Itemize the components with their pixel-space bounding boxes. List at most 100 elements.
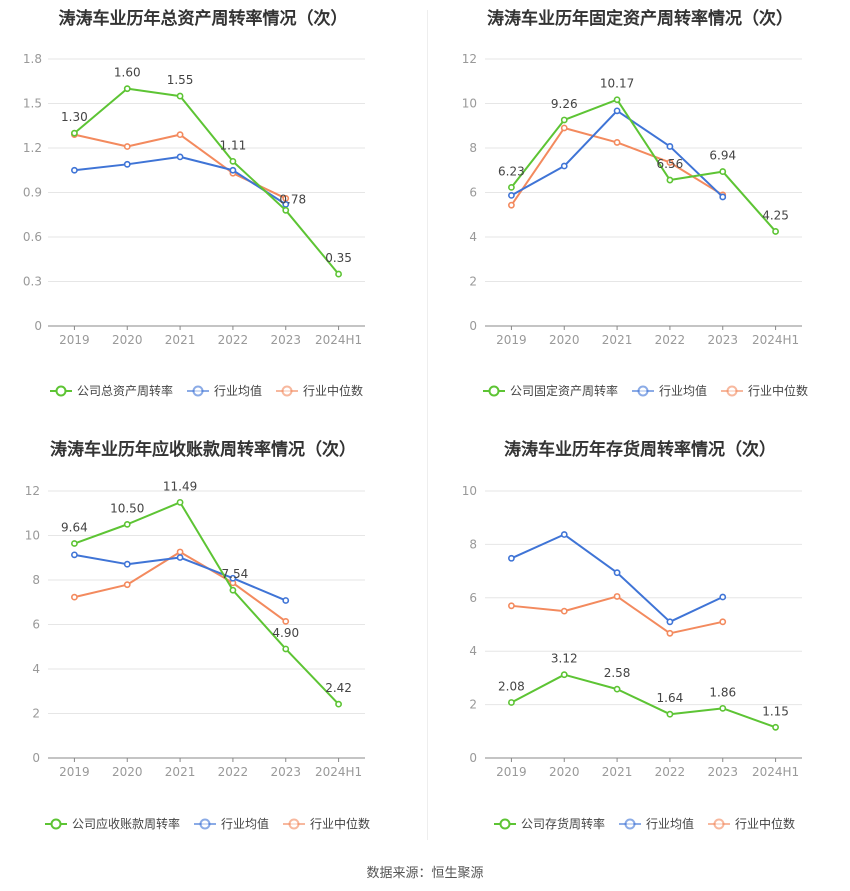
series-line-company: [510, 98, 777, 233]
legend-marker: [55, 385, 67, 397]
x-tick-label: 2024H1: [752, 333, 799, 347]
data-point-median: [560, 607, 568, 615]
data-point-company: [282, 645, 290, 653]
data-label: 1.55: [167, 73, 194, 87]
series-line-company: [73, 87, 340, 275]
data-point-avg: [123, 560, 131, 568]
data-label: 6.94: [709, 149, 736, 163]
y-tick-label: 1.8: [23, 52, 42, 66]
data-point-avg: [176, 153, 184, 161]
data-point-avg: [613, 569, 621, 577]
legend-label: 行业中位数: [303, 383, 363, 398]
data-point-avg: [560, 162, 568, 170]
chart-title: 涛涛车业历年固定资产周转率情况（次）: [487, 8, 793, 29]
data-label: 2.42: [325, 681, 352, 695]
x-tick-label: 2023: [270, 333, 301, 347]
data-point-median: [508, 602, 515, 610]
data-point-avg: [666, 143, 674, 150]
y-tick-label: 8: [32, 573, 40, 587]
series-line-company: [510, 673, 776, 729]
x-tick-label: 2020: [549, 333, 580, 347]
x-tick-label: 2020: [549, 765, 580, 779]
chart-title: 涛涛车业历年应收账款周转率情况（次）: [50, 439, 356, 460]
data-point-avg: [666, 618, 674, 626]
legend-label: 行业中位数: [735, 816, 795, 831]
legend-marker: [288, 818, 300, 830]
data-point-company: [613, 96, 621, 104]
data-point-company: [71, 540, 78, 547]
data-point-company: [508, 699, 515, 706]
legend-label: 行业均值: [214, 383, 262, 398]
y-tick-label: 6: [32, 618, 40, 632]
x-tick-label: 2022: [218, 333, 249, 347]
data-label: 7.54: [222, 567, 249, 581]
data-point-avg: [560, 531, 568, 538]
x-tick-label: 2019: [496, 765, 527, 779]
y-tick-label: 0: [469, 751, 477, 765]
y-tick-label: 0: [469, 319, 477, 333]
data-label: 2.58: [604, 666, 631, 680]
legend-label: 公司总资产周转率: [77, 383, 173, 398]
x-tick-label: 2024H1: [752, 765, 799, 779]
y-tick-label: 6: [469, 591, 477, 605]
data-point-median: [282, 617, 290, 625]
data-label: 6.23: [498, 164, 525, 178]
series-line-median: [511, 595, 723, 635]
data-point-company: [335, 700, 342, 708]
data-point-company: [123, 85, 131, 93]
legend-label: 公司存货周转率: [521, 816, 605, 831]
x-tick-label: 2019: [59, 765, 90, 779]
data-label: 1.64: [657, 691, 684, 705]
chart-legend: 公司总资产周转率 行业均值 行业中位数: [50, 383, 363, 398]
y-tick-label: 1.5: [23, 97, 42, 111]
x-tick-label: 2020: [112, 765, 143, 779]
legend-marker: [624, 818, 636, 830]
y-tick-label: 8: [469, 141, 477, 155]
data-point-avg: [229, 166, 237, 174]
data-point-median: [71, 593, 78, 601]
y-tick-label: 0.9: [23, 186, 42, 200]
data-point-company: [176, 498, 184, 506]
data-point-avg: [508, 191, 515, 199]
data-point-company: [772, 723, 779, 731]
data-point-avg: [71, 166, 78, 174]
data-point-avg: [229, 574, 237, 582]
data-point-median: [613, 593, 621, 600]
legend-label: 行业均值: [659, 383, 707, 398]
data-point-median: [123, 143, 131, 150]
data-point-median: [560, 124, 568, 132]
y-tick-label: 0: [34, 319, 42, 333]
legend-label: 行业均值: [646, 816, 694, 831]
data-point-company: [229, 586, 237, 594]
data-point-avg: [613, 107, 621, 115]
y-tick-label: 2: [469, 275, 477, 289]
x-tick-label: 2019: [59, 333, 90, 347]
data-point-company: [666, 710, 674, 718]
data-point-company: [560, 671, 568, 679]
legend-marker: [488, 385, 500, 397]
legend-marker: [199, 818, 211, 830]
data-point-company: [560, 116, 568, 124]
legend-marker: [281, 385, 293, 397]
data-point-median: [666, 159, 674, 166]
y-tick-label: 12: [25, 484, 40, 498]
y-tick-label: 2: [469, 698, 477, 712]
data-point-median: [176, 131, 184, 139]
data-point-company: [229, 157, 237, 165]
series-line-avg: [510, 109, 724, 198]
chart-legend: 公司应收账款周转率 行业均值 行业中位数: [45, 816, 370, 831]
data-point-company: [282, 206, 290, 214]
x-tick-label: 2024H1: [315, 765, 362, 779]
chart-panel-4: 涛涛车业历年存货周转率情况（次） 0 2 4 6 8 10 2019 2020 2021 2022 2…: [462, 439, 802, 831]
x-tick-label: 2021: [602, 765, 633, 779]
data-label: 10.50: [110, 501, 144, 515]
data-point-median: [123, 581, 131, 589]
y-tick-label: 1.2: [23, 141, 42, 155]
data-point-avg: [71, 551, 78, 559]
chart-legend: 公司存货周转率 行业均值 行业中位数: [494, 816, 795, 831]
y-tick-label: 10: [25, 529, 40, 543]
y-tick-label: 8: [469, 537, 477, 551]
y-tick-label: 0: [32, 751, 40, 765]
data-label: 11.49: [163, 479, 197, 493]
y-tick-label: 4: [469, 644, 477, 658]
